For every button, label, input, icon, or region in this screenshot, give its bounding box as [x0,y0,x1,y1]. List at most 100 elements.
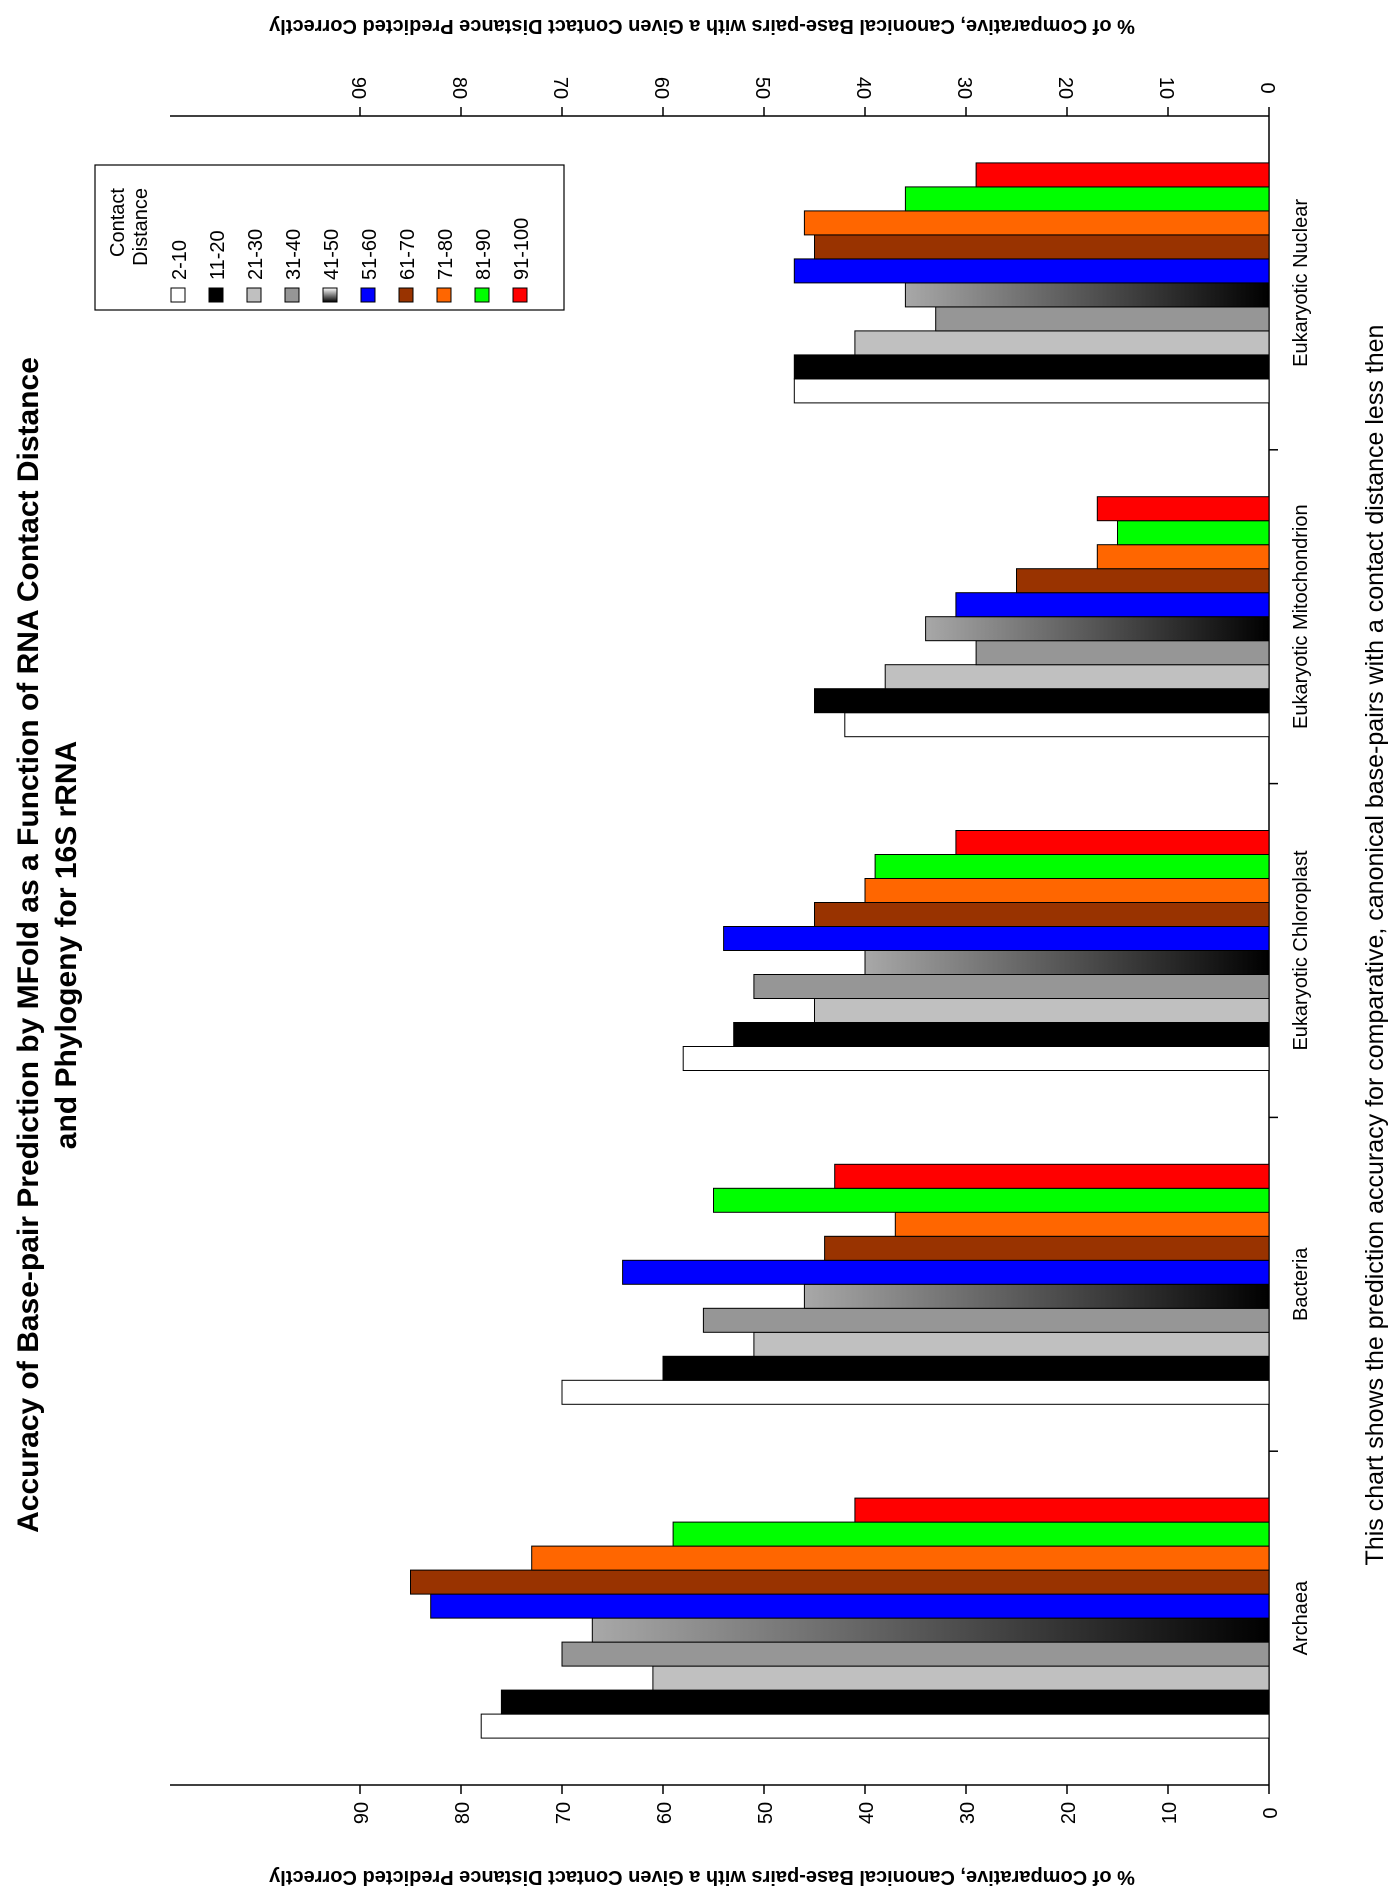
value-axis-label-top: % of Comparative, Canonical Base-pairs w… [268,15,1135,37]
category-label: Eukaryotic Mitochondrion [1290,504,1312,729]
legend-label: 31-40 [283,229,305,280]
legend-swatch [284,287,300,303]
bar [814,234,1270,260]
legend-swatch [246,287,262,303]
category-label: Eukaryotic Nuclear [1290,199,1312,367]
category-label: Bacteria [1290,1247,1312,1321]
bar [955,592,1270,618]
bar [904,186,1270,212]
legend-box [94,164,565,311]
legend-swatch [398,287,414,303]
legend-title-line2: Distance [130,188,152,266]
legend-label: 41-50 [321,229,343,280]
bar [713,1187,1270,1213]
legend: Contact Distance 2-10 11-20 21-30 31-40 41-5… [94,164,565,311]
bar [1096,496,1270,522]
legend-label: 21-30 [245,229,267,280]
bar [561,1379,1270,1405]
top-tick-label: 0 [1256,82,1278,93]
bar [803,210,1270,236]
legend-label: 61-70 [397,229,419,280]
bottom-tick-label: 20 [1058,1802,1080,1824]
bar [814,688,1270,714]
bar [1117,520,1270,546]
legend-label: 51-60 [359,229,381,280]
category-ticks [1269,449,1278,1452]
bottom-tick-label: 90 [351,1802,373,1824]
bottom-tick-label: 10 [1159,1802,1181,1824]
legend-swatch [170,287,186,303]
bar [591,1617,1270,1643]
bar [430,1593,1270,1619]
chart-subtitle: and Phylogeny for 16S rRNA [50,741,83,1149]
bar [753,974,1270,999]
top-tick-labels: 0 10 20 30 40 50 60 70 80 90 [347,77,1278,116]
bar [480,1713,1270,1739]
bottom-tick-label: 40 [856,1802,878,1824]
chart-caption: This chart shows the prediction accuracy… [1361,325,1389,1566]
chart-title: Accuracy of Base-pair Prediction by MFol… [12,357,45,1533]
bar [652,1665,1270,1691]
bars [410,162,1270,1739]
legend-swatch [474,287,490,303]
top-tick-label: 70 [549,77,571,99]
bar [814,998,1270,1023]
top-tick-label: 20 [1054,77,1076,99]
category-label: Archaea [1290,1580,1312,1655]
bar [904,282,1270,308]
bottom-tick-label: 70 [553,1802,575,1824]
value-axis-label-bottom: % of Comparative, Canonical Base-pairs w… [268,1866,1135,1888]
legend-label: 71-80 [435,229,457,280]
bar [662,1355,1270,1381]
category-labels: Archaea Bacteria Eukaryotic Chloroplast Euk… [1290,199,1312,1656]
bar [894,1211,1270,1237]
top-tick-label: 50 [751,77,773,99]
bar [824,1235,1270,1261]
bar [793,378,1270,404]
bar [753,1331,1270,1357]
bar [702,1307,1270,1333]
bar [864,950,1270,975]
bottom-tick-label: 60 [654,1802,676,1824]
bar [793,354,1270,380]
bottom-tick-label: 50 [755,1802,777,1824]
legend-label: 2-10 [169,240,191,280]
bar [803,1283,1270,1309]
legend-label: 11-20 [207,230,229,280]
legend-label: 81-90 [473,229,495,280]
bar [733,1022,1270,1047]
bar [955,830,1270,855]
bar [854,1497,1270,1523]
bar [531,1545,1270,1571]
legend-items: 2-10 11-20 21-30 31-40 41-50 51-60 61-70 71-80 8… [169,218,533,303]
bar [410,1569,1270,1595]
category-label: Eukaryotic Chloroplast [1290,850,1312,1051]
bar [1096,544,1270,570]
legend-label: 91-100 [511,218,533,280]
bottom-tick-labels: 0 10 20 30 40 50 60 70 80 90 [351,1785,1282,1824]
top-tick-label: 90 [347,77,369,99]
bar [622,1259,1270,1285]
bar [834,1163,1270,1189]
top-tick-label: 40 [852,77,874,99]
bar [864,878,1270,903]
bar [925,616,1270,642]
legend-swatch [436,287,452,303]
bottom-tick-label: 80 [452,1802,474,1824]
bar [723,926,1270,951]
top-tick-label: 60 [650,77,672,99]
bar [500,1689,1270,1715]
legend-swatch [360,287,376,303]
legend-swatch [322,287,338,303]
bar [814,902,1270,927]
bar [935,306,1270,332]
bar [884,664,1270,690]
bar [854,330,1270,356]
top-tick-label: 80 [448,77,470,99]
legend-title-line1: Contact [107,188,129,257]
bar [561,1641,1270,1667]
bar [975,162,1270,188]
bar [672,1521,1270,1547]
bar [874,854,1270,879]
